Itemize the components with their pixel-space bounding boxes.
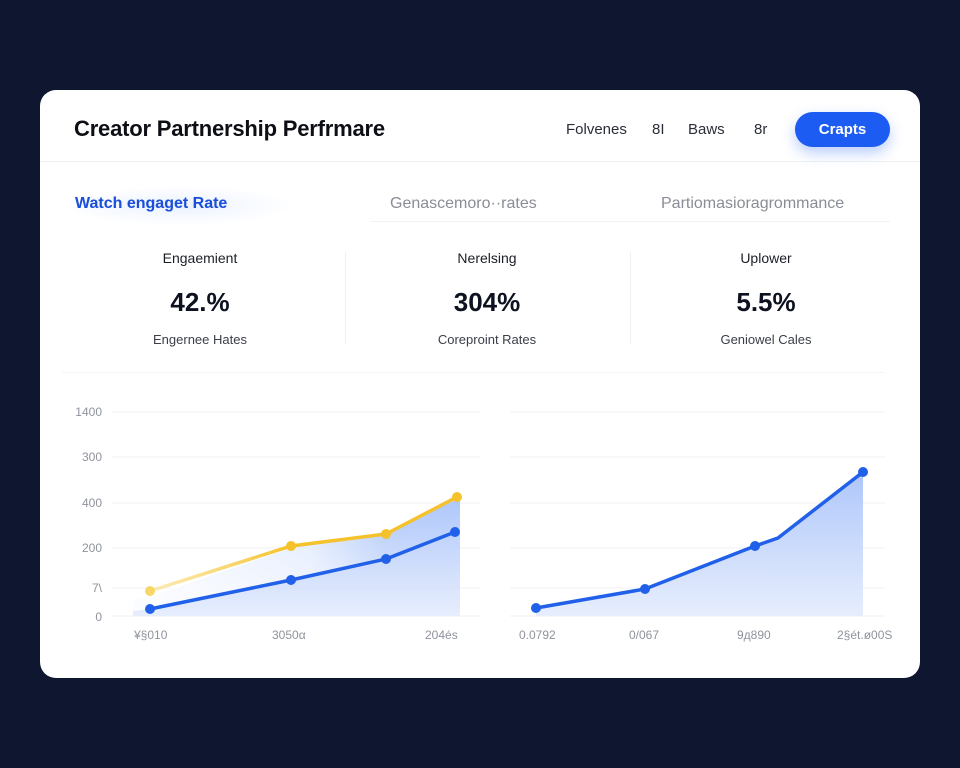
stat-sublabel: Coreproint Rates [437,332,537,347]
nav-item-baws[interactable]: Baws [688,121,725,138]
chart1-blue-points [145,527,460,614]
stat-divider [345,252,346,344]
stat-label: Engaemient [162,250,238,266]
x-tick-label: 0.0792 [519,628,556,642]
create-button[interactable]: Crapts [795,112,890,147]
nav-item-folvenes[interactable]: Folvenes [566,121,627,138]
dashboard-card: Creator Partnership Perfrmare Folvenes 8… [40,90,920,678]
page-title: Creator Partnership Perfrmare [74,116,385,141]
chart1-series-yellow [148,495,459,593]
chart2-area [536,472,863,616]
stat-uplower: Uplower 5.5% Geniowel Cales [636,250,896,347]
stat-label: Uplower [740,250,792,266]
y-tick-label: 200 [82,541,102,555]
tab-generation-rates[interactable]: Genascemoro··rates [390,195,537,212]
x-tick-label: 0/067 [629,628,659,642]
stat-value: 5.5% [736,287,796,317]
nav-item-8r[interactable]: 8r [754,121,768,138]
tabs-divider [370,221,890,222]
y-tick-label: 400 [82,496,102,510]
chart1-area-highlight [133,535,386,611]
y-tick-label: 7\ [92,581,103,595]
x-tick-label: 9д890 [737,628,771,642]
y-tick-label: 300 [82,450,102,464]
stat-value: 42.% [170,287,230,317]
stat-sublabel: Geniowel Cales [720,332,812,347]
stat-label: Nerelsing [457,250,517,266]
y-tick-label: 1400 [75,405,102,419]
nav-item-8i[interactable]: 8I [652,121,665,138]
chart1-yellow-points [145,492,462,596]
x-tick-label: 2§ét.ø00S [837,628,892,642]
x-tick-label: ¥§010 [133,628,168,642]
x-tick-label: 204és [425,628,458,642]
section-divider [62,372,884,373]
stat-engagement: Engaemient 42.% Engernee Hates [70,250,330,347]
header: Creator Partnership Perfrmare Folvenes 8… [40,90,920,162]
active-tab-highlight [64,186,294,226]
charts-area: 1400 300 400 200 7\ 0 ¥§010 [75,405,892,642]
tab-partnership-performance[interactable]: Partiomasioragrommance [661,195,845,212]
stat-nerelsing: Nerelsing 304% Coreproint Rates [357,250,617,347]
chart2-blue-points [531,467,868,613]
y-tick-label: 0 [95,610,102,624]
stat-value: 304% [453,287,521,317]
stat-divider [630,252,631,344]
stat-sublabel: Engernee Hates [153,332,247,347]
x-tick-label: 3050α [272,628,306,642]
tab-watch-engagement-rate[interactable]: Watch engaget Rate [75,195,228,212]
chart1-series-blue [148,530,457,611]
